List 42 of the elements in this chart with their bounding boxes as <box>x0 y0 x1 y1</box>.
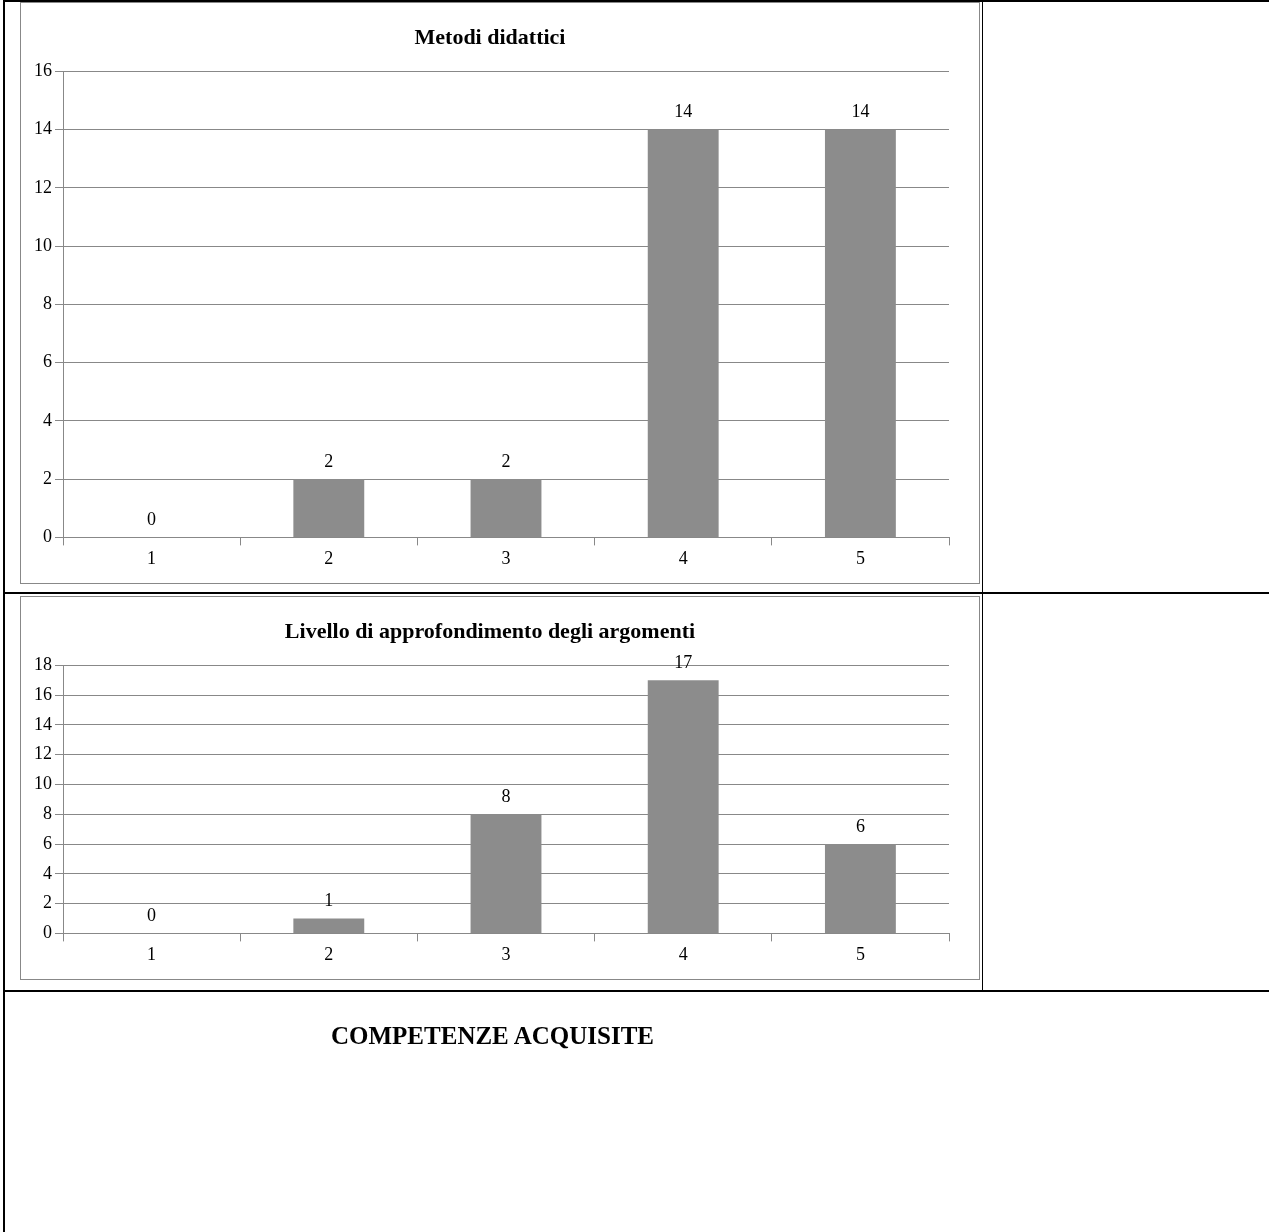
x-tick-label: 5 <box>855 547 865 568</box>
y-tick-label: 0 <box>43 922 52 943</box>
y-tick-label: 10 <box>34 234 52 255</box>
y-tick-label: 2 <box>43 892 52 913</box>
x-tick-label: 4 <box>678 547 688 568</box>
data-label: 8 <box>501 786 511 807</box>
data-label: 0 <box>147 905 157 926</box>
x-tick-label: 2 <box>324 943 334 964</box>
y-tick-label: 0 <box>43 526 52 547</box>
chart-title: Livello di approfondimento degli argomenti <box>284 617 696 643</box>
x-tick-label: 1 <box>147 547 157 568</box>
x-tick-label: 3 <box>501 547 511 568</box>
y-tick-label: 8 <box>43 803 52 824</box>
x-tick-label: 1 <box>147 943 157 964</box>
x-tick-label: 2 <box>324 547 334 568</box>
y-tick-label: 12 <box>34 176 52 197</box>
y-tick-label: 12 <box>34 743 52 764</box>
y-tick-label: 16 <box>34 60 52 81</box>
data-label: 2 <box>501 450 511 471</box>
text: COMPETENZE ACQUISITE <box>330 1022 655 1050</box>
x-tick-label: 5 <box>855 943 865 964</box>
data-label: 17 <box>674 652 693 673</box>
x-tick-label: 3 <box>501 943 511 964</box>
data-label: 2 <box>324 450 334 471</box>
x-tick-label: 4 <box>678 943 688 964</box>
data-label: 14 <box>851 101 870 122</box>
y-tick-label: 6 <box>43 832 52 853</box>
data-label: 6 <box>855 815 865 836</box>
data-label: 0 <box>147 509 157 530</box>
y-tick-label: 14 <box>34 713 52 734</box>
data-label: 1 <box>324 890 334 911</box>
y-tick-label: 2 <box>43 467 52 488</box>
chart-title: Metodi didattici <box>414 23 566 49</box>
y-tick-label: 16 <box>34 683 52 704</box>
y-tick-label: 10 <box>34 773 52 794</box>
y-tick-label: 14 <box>34 118 52 139</box>
data-label: 14 <box>674 101 693 122</box>
y-tick-label: 18 <box>34 654 52 675</box>
y-tick-label: 4 <box>43 409 52 430</box>
y-tick-label: 4 <box>43 862 52 883</box>
y-tick-label: 8 <box>43 293 52 314</box>
y-tick-label: 6 <box>43 351 52 372</box>
